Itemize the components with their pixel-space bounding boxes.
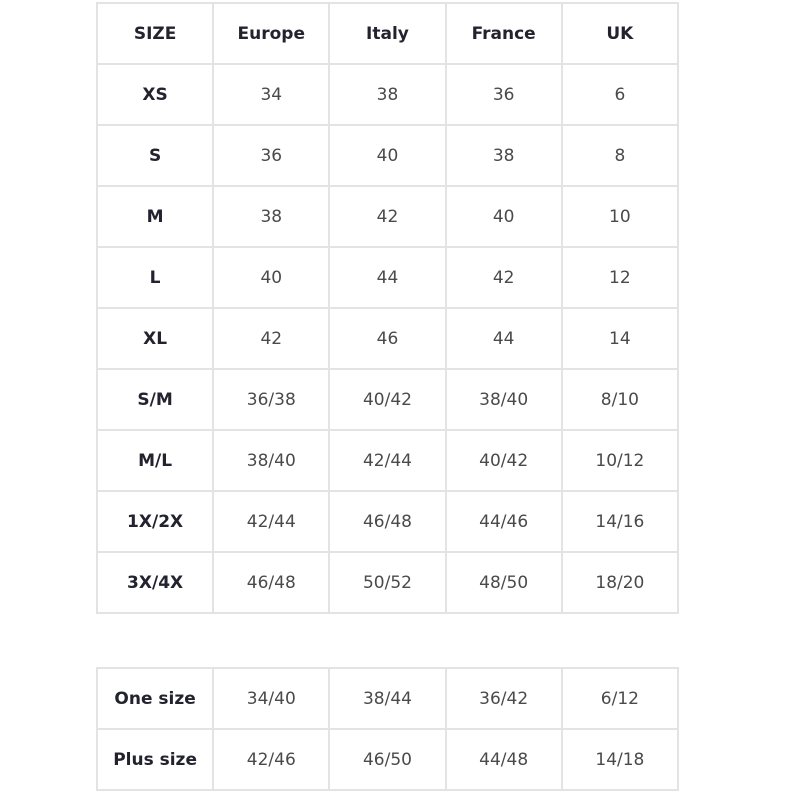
size-label: S bbox=[95, 124, 215, 187]
table-row: One size 34/40 38/44 36/42 6/12 bbox=[95, 667, 680, 730]
table-header-row: SIZE Europe Italy France UK bbox=[95, 2, 680, 65]
size-value: 42 bbox=[212, 307, 331, 370]
size-value: 40/42 bbox=[444, 429, 563, 492]
size-value: 38 bbox=[444, 124, 563, 187]
size-label: M/L bbox=[95, 429, 215, 492]
size-value: 34 bbox=[212, 63, 331, 126]
special-size-table: One size 34/40 38/44 36/42 6/12 Plus size 42/4… bbox=[95, 667, 680, 791]
column-header: SIZE bbox=[95, 2, 215, 65]
size-label: One size bbox=[95, 667, 215, 730]
size-label: 3X/4X bbox=[95, 551, 215, 614]
column-header: Europe bbox=[212, 2, 331, 65]
size-value: 42/44 bbox=[212, 490, 331, 553]
size-value: 10 bbox=[560, 185, 680, 248]
size-value: 38/40 bbox=[444, 368, 563, 431]
table-row: L 40 44 42 12 bbox=[95, 246, 680, 309]
size-value: 40 bbox=[444, 185, 563, 248]
size-label: M bbox=[95, 185, 215, 248]
size-value: 12 bbox=[560, 246, 680, 309]
size-value: 42/44 bbox=[328, 429, 447, 492]
size-value: 18/20 bbox=[560, 551, 680, 614]
size-value: 44/48 bbox=[444, 728, 563, 791]
size-value: 40 bbox=[212, 246, 331, 309]
size-value: 40 bbox=[328, 124, 447, 187]
size-value: 14/16 bbox=[560, 490, 680, 553]
table-row: M/L 38/40 42/44 40/42 10/12 bbox=[95, 429, 680, 492]
table-row: 1X/2X 42/44 46/48 44/46 14/16 bbox=[95, 490, 680, 553]
size-label: XS bbox=[95, 63, 215, 126]
column-header: Italy bbox=[328, 2, 447, 65]
table-row: Plus size 42/46 46/50 44/48 14/18 bbox=[95, 728, 680, 791]
size-value: 6/12 bbox=[560, 667, 680, 730]
size-value: 14/18 bbox=[560, 728, 680, 791]
size-value: 38/40 bbox=[212, 429, 331, 492]
size-value: 42/46 bbox=[212, 728, 331, 791]
size-value: 38/44 bbox=[328, 667, 447, 730]
size-value: 42 bbox=[328, 185, 447, 248]
size-value: 10/12 bbox=[560, 429, 680, 492]
size-value: 50/52 bbox=[328, 551, 447, 614]
table-row: XL 42 46 44 14 bbox=[95, 307, 680, 370]
column-header: France bbox=[444, 2, 563, 65]
table-row: M 38 42 40 10 bbox=[95, 185, 680, 248]
column-header: UK bbox=[560, 2, 680, 65]
size-value: 40/42 bbox=[328, 368, 447, 431]
table-row: XS 34 38 36 6 bbox=[95, 63, 680, 126]
size-label: Plus size bbox=[95, 728, 215, 791]
table-row: 3X/4X 46/48 50/52 48/50 18/20 bbox=[95, 551, 680, 614]
size-value: 46/50 bbox=[328, 728, 447, 791]
size-label: S/M bbox=[95, 368, 215, 431]
size-label: XL bbox=[95, 307, 215, 370]
size-value: 8 bbox=[560, 124, 680, 187]
size-value: 36/42 bbox=[444, 667, 563, 730]
size-value: 42 bbox=[444, 246, 563, 309]
size-value: 6 bbox=[560, 63, 680, 126]
size-value: 36 bbox=[212, 124, 331, 187]
size-value: 36 bbox=[444, 63, 563, 126]
size-value: 44 bbox=[328, 246, 447, 309]
size-value: 36/38 bbox=[212, 368, 331, 431]
size-value: 44 bbox=[444, 307, 563, 370]
size-value: 46/48 bbox=[328, 490, 447, 553]
size-value: 46 bbox=[328, 307, 447, 370]
table-row: S/M 36/38 40/42 38/40 8/10 bbox=[95, 368, 680, 431]
size-value: 46/48 bbox=[212, 551, 331, 614]
size-value: 34/40 bbox=[212, 667, 331, 730]
size-value: 38 bbox=[212, 185, 331, 248]
size-label: L bbox=[95, 246, 215, 309]
size-value: 44/46 bbox=[444, 490, 563, 553]
size-value: 8/10 bbox=[560, 368, 680, 431]
size-conversion-table: SIZE Europe Italy France UK XS 34 38 36 6 S 36 40 38… bbox=[95, 2, 680, 614]
size-value: 14 bbox=[560, 307, 680, 370]
size-label: 1X/2X bbox=[95, 490, 215, 553]
size-value: 38 bbox=[328, 63, 447, 126]
size-value: 48/50 bbox=[444, 551, 563, 614]
table-row: S 36 40 38 8 bbox=[95, 124, 680, 187]
